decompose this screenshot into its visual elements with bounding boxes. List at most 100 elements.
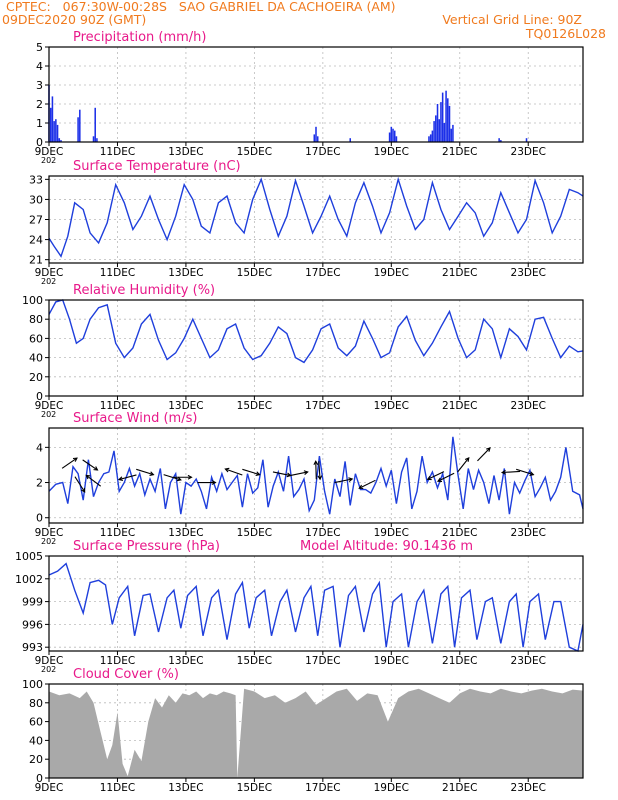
- y-tick-label: 60: [29, 332, 43, 345]
- precip-bar: [53, 121, 55, 142]
- x-tick-label: 15DEC: [237, 527, 272, 539]
- wind-arrow-head: [436, 477, 443, 482]
- x-tick-label: 17DEC: [305, 655, 340, 667]
- x-tick-label: 21DEC: [442, 146, 477, 158]
- panel-title: Surface Temperature (nC): [73, 159, 241, 174]
- x-tick-label: 11DEC: [100, 146, 135, 158]
- precip-bar: [431, 130, 434, 142]
- x-tick-label: 19DEC: [374, 146, 409, 158]
- wind-arrow-head: [72, 457, 78, 462]
- precip-bar: [316, 136, 319, 142]
- x-tick-label: 23DEC: [511, 146, 546, 158]
- precip-bar: [49, 107, 52, 142]
- wind-arrow: [118, 474, 137, 481]
- wind-arrow-head: [317, 475, 323, 481]
- precip-bar: [450, 128, 452, 142]
- wind-arrow: [136, 468, 154, 476]
- precip-bar: [500, 140, 502, 142]
- wind-arrow-head: [500, 469, 506, 475]
- precip-bar: [51, 96, 54, 142]
- surface-wind-m-s-line: [48, 436, 584, 515]
- wind-arrow: [437, 472, 455, 482]
- y-tick-label: 1002: [15, 573, 43, 586]
- precip-bar: [447, 98, 449, 142]
- wind-arrow: [82, 459, 98, 471]
- panel-5: 993 996 999 1002 1005 9DEC 11DEC 13DEC 15DEC 17DE…: [15, 539, 584, 674]
- precip-bar: [56, 124, 59, 142]
- precip-bar: [96, 138, 98, 142]
- cloud-cover-area: [49, 688, 583, 778]
- panel-2: 21 24 27 30 33 9DEC 11DEC 13DEC 15DEC 17DEC 19DEC 2…: [29, 159, 584, 286]
- y-tick-label: 40: [29, 734, 43, 747]
- y-tick-label: 993: [22, 641, 43, 654]
- x-tick-label: 13DEC: [168, 655, 203, 667]
- panel-6: 0 20 40 60 80 100 9DEC 11DEC 13DEC 15DEC 17DEC 19DE…: [22, 667, 584, 794]
- panel-3: 0 20 40 60 80 100 9DEC 11DEC 13DEC 15DEC 17DEC 19DE…: [22, 283, 584, 419]
- y-tick-label: 0: [36, 772, 43, 785]
- wind-arrow-head: [464, 456, 470, 462]
- x-tick-label: 15DEC: [237, 400, 272, 412]
- y-tick-label: 100: [22, 294, 43, 307]
- precip-bar: [428, 136, 430, 142]
- y-tick-label: 1005: [15, 550, 43, 563]
- precip-bar: [390, 126, 393, 142]
- wind-arrow: [242, 468, 260, 476]
- x-tick-label: 13DEC: [168, 146, 203, 158]
- surface-temperature-nc-line: [48, 176, 584, 258]
- y-tick-label: 100: [22, 678, 43, 691]
- x-tick-label: 11DEC: [100, 782, 135, 794]
- panel-title: Relative Humidity (%): [73, 283, 215, 298]
- panel-1: 0 1 2 3 4 5 9DEC 11DEC 13DEC 15DEC 17DEC 19DEC 21DEC…: [35, 30, 584, 165]
- wind-arrow: [516, 468, 534, 476]
- x-tick-label: 19DEC: [374, 655, 409, 667]
- wind-arrow-head: [313, 460, 319, 466]
- panel-title: Surface Wind (m/s): [73, 411, 197, 426]
- y-tick-label: 0: [36, 512, 43, 525]
- plot-frame: [48, 427, 584, 524]
- panel-annotation: Model Altitude: 90.1436 m: [300, 539, 473, 554]
- wind-arrow-head: [529, 471, 535, 476]
- precip-bar: [441, 92, 444, 142]
- y-tick-label: 5: [36, 41, 43, 54]
- precip-bar: [349, 138, 352, 142]
- precip-bar: [392, 128, 394, 142]
- x-tick-label: 23DEC: [511, 527, 546, 539]
- wind-arrow-head: [80, 487, 86, 493]
- precip-bar: [60, 140, 62, 142]
- x-tick-label: 21DEC: [442, 400, 477, 412]
- precip-bar: [445, 90, 447, 142]
- precip-bar: [315, 126, 317, 142]
- header-init-time: 09DEC2020 90Z (GMT): [2, 12, 147, 27]
- y-tick-label: 2: [36, 98, 43, 111]
- x-tick-label: 11DEC: [100, 267, 135, 279]
- y-tick-label: 27: [29, 214, 43, 227]
- y-tick-label: 20: [29, 753, 43, 766]
- wind-arrow: [502, 470, 521, 474]
- y-tick-label: 4: [36, 441, 43, 454]
- precip-bar: [395, 136, 398, 142]
- precip-bar: [313, 134, 316, 142]
- wind-arrow: [334, 478, 353, 484]
- precip-bar: [79, 109, 81, 142]
- wind-arrow: [457, 457, 470, 473]
- wind-arrow-head: [187, 474, 193, 480]
- x-year-overlap: 202: [41, 156, 56, 165]
- wind-arrow-head: [176, 476, 182, 482]
- precip-bar: [452, 124, 454, 142]
- wind-arrow: [272, 471, 291, 477]
- x-year-overlap: 202: [41, 665, 56, 674]
- x-tick-label: 21DEC: [442, 527, 477, 539]
- y-tick-label: 21: [29, 254, 43, 267]
- wind-arrow: [318, 461, 321, 480]
- y-tick-label: 3: [36, 79, 43, 92]
- y-tick-label: 1: [36, 117, 43, 130]
- plot-frame: [48, 299, 584, 397]
- plot-frame: [48, 683, 584, 779]
- precip-bar: [498, 138, 500, 142]
- precip-bar: [388, 132, 391, 142]
- x-year-overlap: 202: [41, 277, 56, 286]
- wind-arrow: [315, 461, 317, 480]
- y-tick-label: 20: [29, 371, 43, 384]
- x-tick-label: 23DEC: [511, 400, 546, 412]
